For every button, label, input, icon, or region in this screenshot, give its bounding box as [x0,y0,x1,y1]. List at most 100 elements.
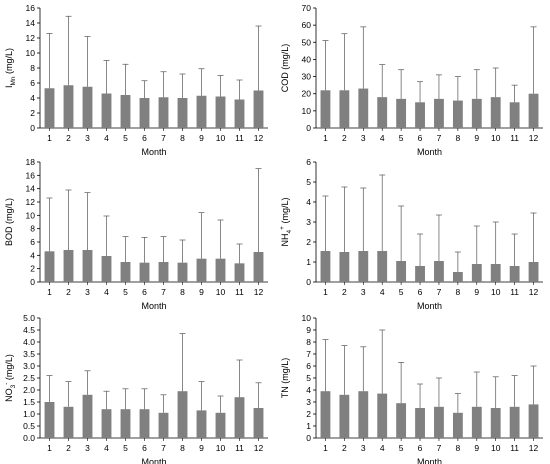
bar [44,402,55,438]
y-tick-label: 16 [26,170,36,180]
y-tick-label: 6 [306,157,311,167]
x-tick-label: 7 [161,133,166,143]
x-tick-label: 6 [142,287,147,297]
y-tick-label: 0 [30,123,35,133]
bar [528,262,539,282]
y-tick-label: 2 [30,264,35,274]
x-tick-label: 6 [418,287,423,297]
x-tick-label: 11 [510,443,519,453]
x-axis-label: Month [417,457,442,464]
bar [509,406,520,438]
y-tick-label: 8 [30,224,35,234]
y-tick-label: 0 [306,433,311,443]
bar [139,409,150,438]
bar [452,272,463,282]
y-tick-label: 10 [26,48,36,58]
x-tick-label: 6 [142,443,147,453]
y-tick-label: 0 [30,277,35,287]
bar [234,99,245,128]
bar [44,251,55,282]
y-tick-label: 2 [306,237,311,247]
y-tick-label: 10 [26,210,36,220]
y-tick-label: 2.0 [23,385,35,395]
y-tick-label: 50 [302,37,312,47]
bar [234,397,245,438]
bar [63,406,74,438]
x-axis-label: Month [417,301,442,311]
y-tick-label: 3 [306,397,311,407]
x-tick-label: 1 [47,443,52,453]
bar [82,250,93,282]
y-tick-label: 9 [306,325,311,335]
y-axis-label-main: I [4,86,14,89]
x-tick-label: 2 [342,443,347,453]
y-tick-label: 4.5 [23,325,35,335]
x-tick-label: 11 [510,287,519,297]
bar [339,394,350,438]
bar [101,93,112,128]
bar [528,93,539,128]
y-axis-label-subscript: Mn [10,76,17,85]
bar [196,95,207,128]
y-tick-label: 40 [302,54,312,64]
x-tick-label: 7 [161,287,166,297]
y-tick-label: 5.0 [23,313,35,323]
bar [139,262,150,282]
x-tick-label: 2 [342,133,347,143]
y-tick-label: 1.0 [23,409,35,419]
x-tick-label: 8 [456,443,461,453]
x-tick-label: 4 [104,133,109,143]
bar [253,90,264,128]
x-tick-label: 4 [104,287,109,297]
y-tick-label: 30 [302,72,312,82]
x-tick-label: 12 [529,287,539,297]
bar [528,404,539,438]
y-tick-label: 2.5 [23,373,35,383]
y-tick-label: 6 [306,361,311,371]
bar [490,264,501,282]
y-tick-label: 7 [306,349,311,359]
x-tick-label: 12 [529,443,539,453]
x-tick-label: 1 [47,287,52,297]
y-axis-label-main: NO [4,388,14,402]
x-tick-label: 2 [66,287,71,297]
bar [396,403,407,438]
bar [320,251,331,282]
x-tick-label: 5 [123,443,128,453]
bar [490,97,501,128]
y-tick-label: 12 [26,33,36,43]
x-tick-label: 8 [456,287,461,297]
x-tick-label: 1 [323,443,328,453]
x-tick-label: 10 [491,443,501,453]
x-tick-label: 2 [66,443,71,453]
x-tick-label: 5 [399,133,404,143]
bar [234,263,245,282]
x-tick-label: 12 [254,287,264,297]
x-tick-label: 3 [85,133,90,143]
bar [452,412,463,438]
bar [196,410,207,438]
bar [471,98,482,128]
x-tick-label: 5 [399,287,404,297]
bar [471,406,482,438]
x-tick-label: 10 [216,443,226,453]
y-axis-label-subscript: 3 [10,384,17,388]
y-axis-label-subscript: 4 [286,229,293,233]
y-tick-label: 4 [30,250,35,260]
bar [415,408,425,438]
bar [377,251,388,282]
x-tick-label: 8 [180,133,185,143]
bar [63,85,74,128]
y-tick-label: 14 [26,18,36,28]
x-tick-label: 7 [161,443,166,453]
bar [320,90,331,128]
chart-panel-5: 0.00.51.01.52.02.53.03.54.04.55.01 2 3 4 5 6 7… [3,313,268,464]
bar [82,86,93,128]
y-tick-label: 1 [306,257,311,267]
x-tick-label: 11 [510,133,519,143]
x-axis-label: Month [417,147,442,157]
y-axis-label: TN (mg/L) [280,358,290,399]
